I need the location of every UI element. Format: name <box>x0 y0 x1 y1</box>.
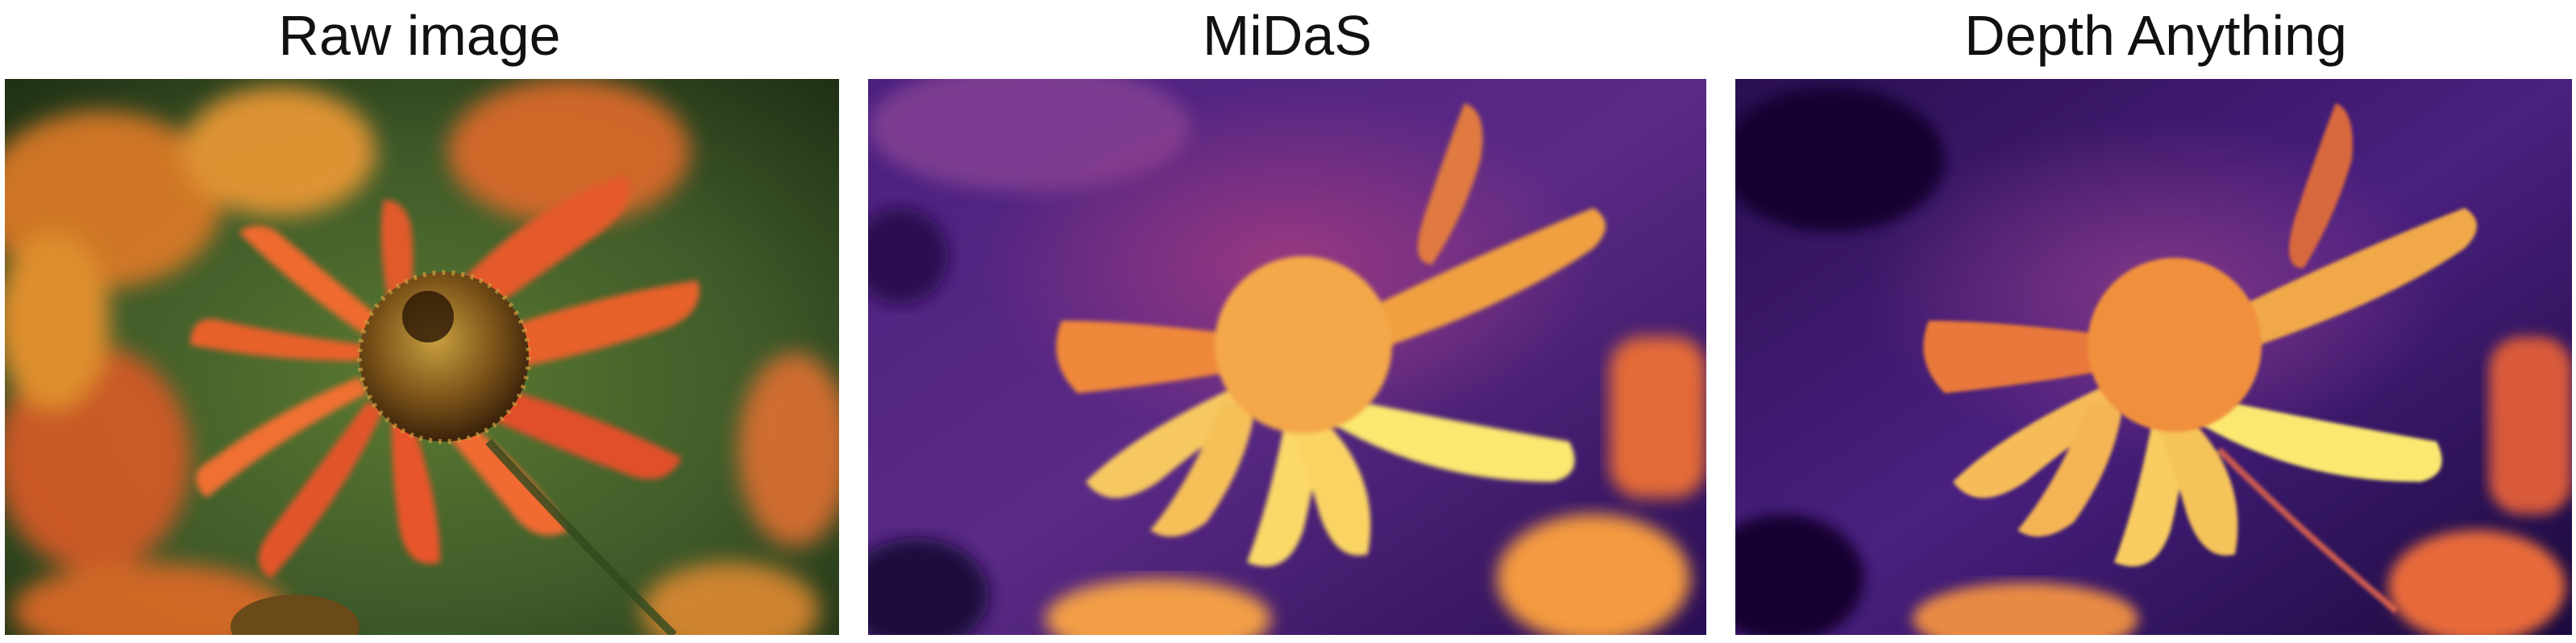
raw-flower-photo <box>5 79 839 635</box>
depth-anything-depth-panel <box>1735 79 2572 635</box>
midas-depth-map <box>868 79 1706 635</box>
raw-image-panel <box>5 79 839 635</box>
panel-title-raw-image: Raw image <box>278 4 561 67</box>
panel-title-midas: MiDaS <box>1202 4 1373 67</box>
panel-title-depth-anything: Depth Anything <box>1964 4 2347 67</box>
depth-anything-depth-map <box>1735 79 2572 635</box>
midas-depth-panel <box>868 79 1706 635</box>
